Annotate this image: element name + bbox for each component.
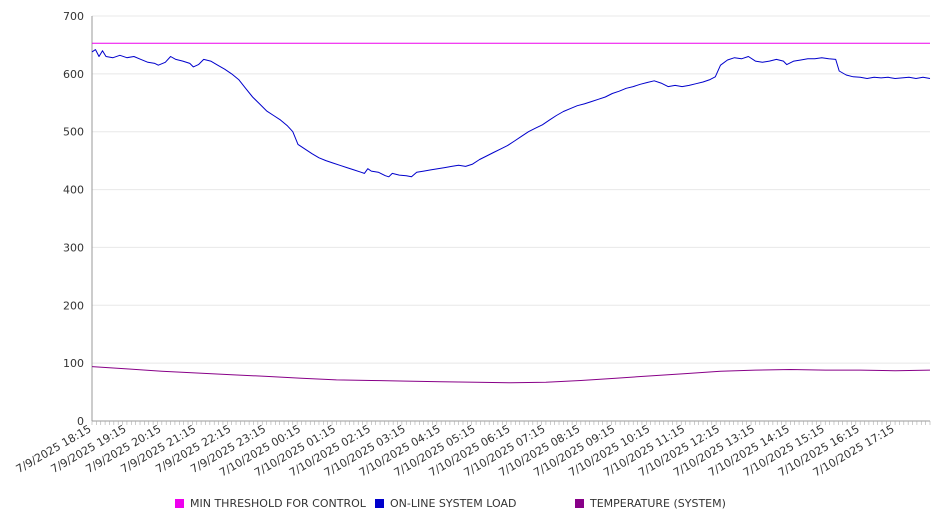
legend-label-min-threshold: MIN THRESHOLD FOR CONTROL	[190, 497, 366, 510]
legend-item-system-load[interactable]: ON-LINE SYSTEM LOAD	[375, 497, 516, 510]
x-axis: 7/9/2025 18:157/9/2025 19:157/9/2025 20:…	[14, 420, 931, 479]
series-line-temperature-system	[91, 366, 931, 384]
y-tick-label-400: 400	[63, 184, 84, 197]
legend-label-temperature: TEMPERATURE (SYSTEM)	[590, 497, 726, 510]
y-tick-label-0: 0	[77, 415, 84, 428]
legend-item-min-threshold[interactable]: MIN THRESHOLD FOR CONTROL	[175, 497, 366, 510]
plot-series	[91, 42, 931, 384]
y-axis: 0 100 200 300 400 500 600 700	[63, 10, 93, 428]
legend-swatch-temperature	[575, 499, 584, 508]
grid-lines	[92, 15, 930, 364]
y-tick-label-100: 100	[63, 357, 84, 370]
series-line-on-line-system-load	[91, 49, 931, 178]
legend-item-temperature[interactable]: TEMPERATURE (SYSTEM)	[575, 497, 726, 510]
y-tick-label-600: 600	[63, 68, 84, 81]
legend-swatch-min-threshold	[175, 499, 184, 508]
y-tick-label-200: 200	[63, 299, 84, 312]
y-tick-label-300: 300	[63, 241, 84, 254]
legend-swatch-system-load	[375, 499, 384, 508]
y-tick-label-700: 700	[63, 10, 84, 23]
legend-label-system-load: ON-LINE SYSTEM LOAD	[390, 497, 517, 510]
legend: MIN THRESHOLD FOR CONTROL ON-LINE SYSTEM…	[0, 497, 946, 515]
y-tick-label-500: 500	[63, 126, 84, 139]
